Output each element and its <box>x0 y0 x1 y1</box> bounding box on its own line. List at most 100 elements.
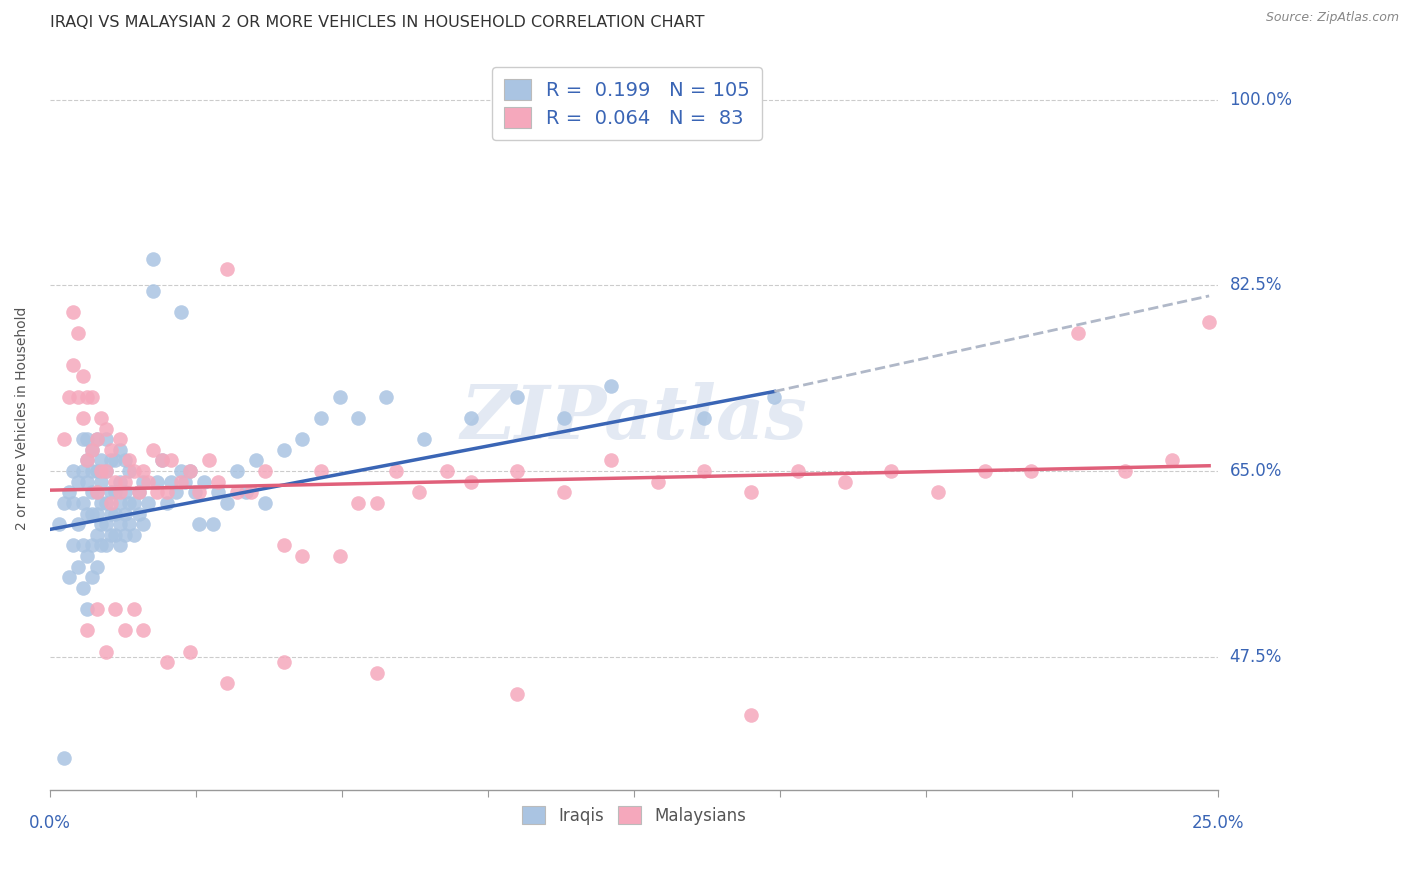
Point <box>72 496 94 510</box>
Point <box>90 411 112 425</box>
Point <box>436 464 458 478</box>
Point <box>108 517 131 532</box>
Point <box>366 496 388 510</box>
Point <box>72 581 94 595</box>
Point <box>128 485 150 500</box>
Text: 82.5%: 82.5% <box>1230 277 1282 294</box>
Point <box>136 475 159 489</box>
Point <box>170 464 193 478</box>
Point <box>86 485 108 500</box>
Point <box>927 485 949 500</box>
Point <box>104 475 127 489</box>
Point <box>375 390 398 404</box>
Point <box>108 496 131 510</box>
Point <box>239 485 262 500</box>
Point <box>108 432 131 446</box>
Point <box>156 485 179 500</box>
Point <box>86 559 108 574</box>
Point <box>235 485 257 500</box>
Point <box>72 538 94 552</box>
Point <box>132 475 155 489</box>
Point <box>245 453 267 467</box>
Point <box>309 411 332 425</box>
Point <box>128 485 150 500</box>
Point <box>184 485 207 500</box>
Point <box>291 549 314 563</box>
Point <box>86 602 108 616</box>
Point <box>80 442 103 457</box>
Point <box>52 496 75 510</box>
Point <box>100 527 122 541</box>
Point <box>62 464 84 478</box>
Point <box>80 538 103 552</box>
Point <box>76 549 98 563</box>
Point <box>90 538 112 552</box>
Point <box>217 262 239 277</box>
Point <box>347 411 370 425</box>
Point <box>329 390 352 404</box>
Text: 0.0%: 0.0% <box>30 814 70 832</box>
Point <box>460 475 482 489</box>
Point <box>207 475 229 489</box>
Point <box>108 538 131 552</box>
Point <box>86 464 108 478</box>
Point <box>72 432 94 446</box>
Point <box>80 390 103 404</box>
Point <box>100 442 122 457</box>
Point <box>217 676 239 690</box>
Point <box>76 507 98 521</box>
Point <box>763 390 786 404</box>
Point <box>114 475 136 489</box>
Point <box>90 517 112 532</box>
Point <box>80 464 103 478</box>
Point <box>118 517 141 532</box>
Point <box>1114 464 1136 478</box>
Point <box>90 453 112 467</box>
Point <box>599 379 621 393</box>
Point <box>647 475 669 489</box>
Point <box>880 464 903 478</box>
Point <box>188 517 211 532</box>
Point <box>94 464 117 478</box>
Point <box>90 464 112 478</box>
Point <box>94 421 117 435</box>
Point <box>80 442 103 457</box>
Text: 25.0%: 25.0% <box>1192 814 1244 832</box>
Point <box>599 453 621 467</box>
Point <box>86 527 108 541</box>
Legend: Iraqis, Malaysians: Iraqis, Malaysians <box>513 797 755 833</box>
Point <box>225 485 247 500</box>
Point <box>291 432 314 446</box>
Point <box>253 464 276 478</box>
Point <box>66 517 89 532</box>
Text: 47.5%: 47.5% <box>1230 648 1282 665</box>
Point <box>160 475 183 489</box>
Point <box>740 485 762 500</box>
Point <box>132 624 155 638</box>
Point <box>58 485 80 500</box>
Point <box>66 559 89 574</box>
Point <box>100 485 122 500</box>
Point <box>52 432 75 446</box>
Text: 100.0%: 100.0% <box>1230 90 1292 109</box>
Point <box>72 411 94 425</box>
Point <box>142 442 165 457</box>
Point <box>94 432 117 446</box>
Point <box>834 475 856 489</box>
Point <box>104 453 127 467</box>
Point <box>100 507 122 521</box>
Point <box>1160 453 1182 467</box>
Point <box>506 390 529 404</box>
Point <box>1198 315 1220 329</box>
Point <box>309 464 332 478</box>
Point <box>52 750 75 764</box>
Point <box>188 485 211 500</box>
Point <box>86 485 108 500</box>
Point <box>62 305 84 319</box>
Point <box>273 538 295 552</box>
Point <box>170 475 193 489</box>
Point <box>80 570 103 584</box>
Point <box>347 496 370 510</box>
Point <box>460 411 482 425</box>
Point <box>693 411 716 425</box>
